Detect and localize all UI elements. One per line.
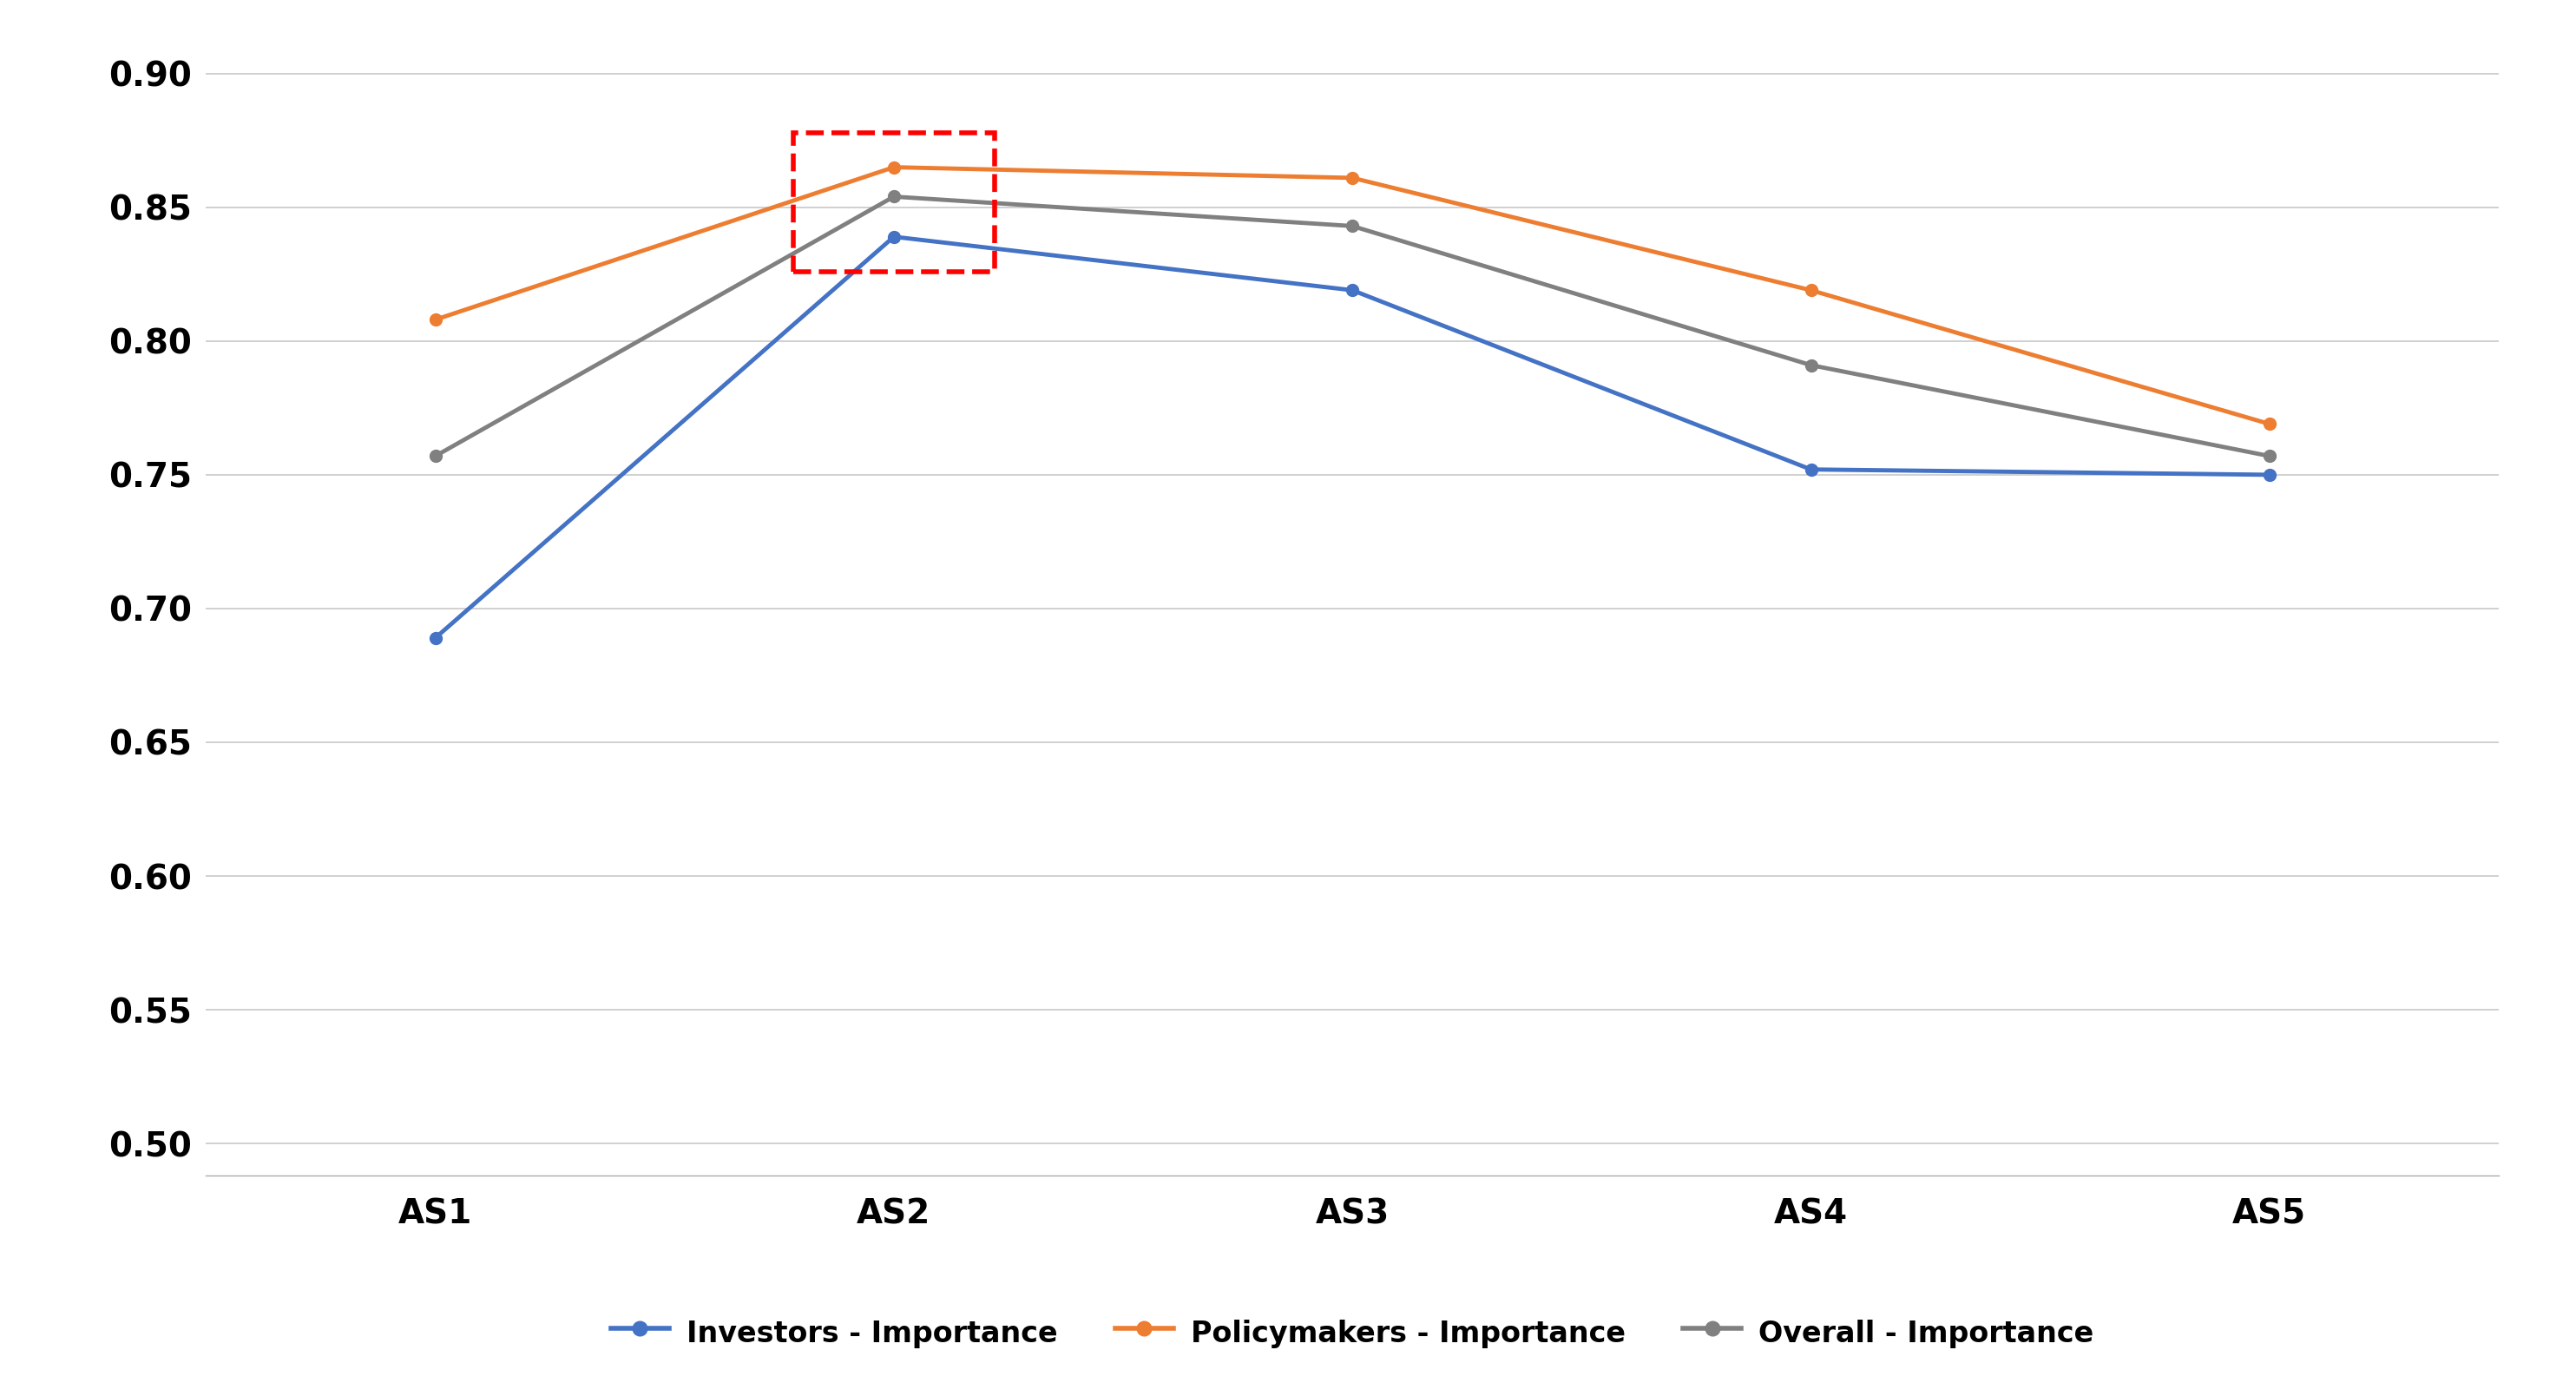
Policymakers - Importance: [2254, 416, 2285, 433]
Line: Overall - Importance: Overall - Importance: [430, 191, 2275, 462]
Line: Policymakers - Importance: Policymakers - Importance: [430, 162, 2275, 430]
Overall - Importance: [1795, 357, 1826, 373]
Overall - Importance: [1337, 217, 1368, 234]
Investors - Importance: [878, 228, 909, 245]
Investors - Importance: [2254, 466, 2285, 483]
Legend: Investors - Importance, Policymakers - Importance, Overall - Importance: Investors - Importance, Policymakers - I…: [600, 1303, 2105, 1362]
Policymakers - Importance: [878, 159, 909, 176]
Overall - Importance: [420, 448, 451, 465]
Line: Investors - Importance: Investors - Importance: [430, 231, 2275, 644]
Policymakers - Importance: [1795, 282, 1826, 299]
Policymakers - Importance: [420, 311, 451, 328]
Investors - Importance: [1337, 282, 1368, 299]
Investors - Importance: [420, 629, 451, 646]
Policymakers - Importance: [1337, 170, 1368, 187]
Investors - Importance: [1795, 461, 1826, 477]
Overall - Importance: [878, 188, 909, 205]
Overall - Importance: [2254, 448, 2285, 465]
